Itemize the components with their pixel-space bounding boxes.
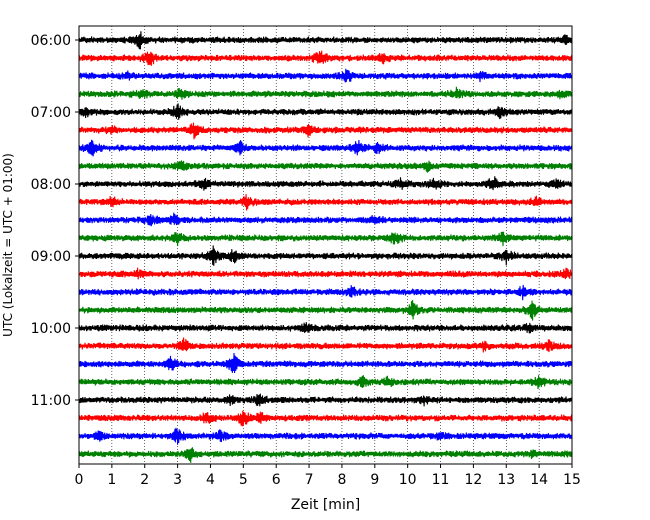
x-tick-label: 4 [206,472,215,488]
x-tick-label: 12 [464,472,482,488]
x-tick-label: 14 [530,472,548,488]
trace-line [78,160,573,173]
trace-line [78,337,573,353]
x-tick-label: 8 [337,472,346,488]
trace-line [78,68,573,83]
trace-line [78,447,573,463]
y-tick-label: 07:00 [31,105,71,121]
y-tick-label: 11:00 [31,393,71,409]
trace-line [78,139,573,157]
x-tick-label: 0 [75,472,84,488]
trace-line [78,322,573,334]
x-tick-label: 13 [497,472,515,488]
traces [78,31,573,463]
y-tick-label: 10:00 [31,321,71,337]
x-tick-label: 11 [432,472,450,488]
plot-background [79,26,572,464]
trace-line [78,267,573,280]
trace-line [78,176,573,191]
x-tick-label: 15 [563,472,581,488]
x-tick-label: 9 [370,472,379,488]
trace-line [78,122,573,140]
x-tick-label: 2 [140,472,149,488]
trace-line [78,103,573,120]
trace-line [78,31,573,50]
y-axis-ticks: 06:00 07:00 08:00 09:00 10:00 11:00 [31,33,79,409]
trace-line [78,284,573,301]
trace-line [78,212,573,227]
trace-line [78,245,573,266]
trace-line [78,50,573,66]
x-tick-label: 1 [107,472,116,488]
y-tick-label: 09:00 [31,249,71,265]
y-axis-label: UTC (Lokalzeit = UTC + 01:00) [1,153,15,337]
trace-line [78,375,573,390]
x-tick-label: 7 [305,472,314,488]
trace-line [78,393,573,407]
trace-line [78,410,573,427]
plot-frame [78,25,573,465]
x-tick-label: 6 [272,472,281,488]
x-axis-ticks: 0 1 2 3 4 5 6 7 8 9 10 11 12 13 14 15 [75,464,581,488]
y-tick-label: 06:00 [31,33,71,49]
y-tick-label: 08:00 [31,177,71,193]
trace-line [78,194,573,211]
x-tick-label: 5 [239,472,248,488]
trace-line [78,86,573,100]
x-tick-label: 3 [173,472,182,488]
trace-line [78,300,573,321]
x-tick-label: 10 [399,472,417,488]
trace-line [78,352,573,374]
trace-line [78,231,573,247]
x-axis-label: Zeit [min] [291,497,360,513]
trace-line [78,427,573,445]
